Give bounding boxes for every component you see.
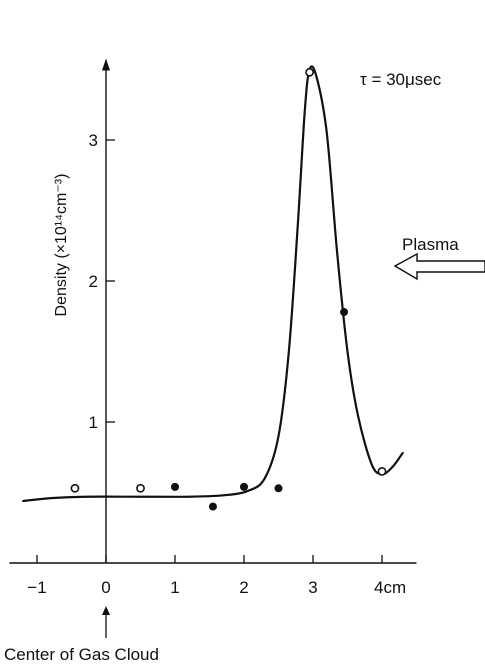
open-data-point xyxy=(305,67,314,77)
tau-annotation: τ = 30μsec xyxy=(360,70,442,89)
y-axis-arrow-icon xyxy=(102,58,110,71)
x-tick-label: −1 xyxy=(27,578,46,597)
plasma-label: Plasma xyxy=(402,235,459,254)
open-data-point xyxy=(136,483,145,493)
center-of-gas-cloud-label: Center of Gas Cloud xyxy=(4,645,159,664)
y-tick-label: 2 xyxy=(89,272,98,291)
open-data-point xyxy=(377,466,387,476)
filled-data-point xyxy=(274,484,283,493)
data-points-layer xyxy=(70,67,387,511)
filled-data-point xyxy=(340,308,349,317)
x-tick-label: 0 xyxy=(101,578,110,597)
x-tick-label: 4cm xyxy=(374,578,406,597)
plasma-arrow-icon xyxy=(393,252,485,281)
y-tick-label: 3 xyxy=(89,131,98,150)
x-tick-label: 3 xyxy=(308,578,317,597)
fitted-curve xyxy=(22,65,404,503)
x-tick-label: 2 xyxy=(239,578,248,597)
filled-data-point xyxy=(240,482,248,491)
y-axis-label: Density (×10¹⁴cm⁻³) xyxy=(53,174,70,317)
fitted-curve-layer xyxy=(22,65,404,503)
filled-data-point xyxy=(208,502,217,511)
axes: −1 0 1 2 3 4cm 1 2 3 xyxy=(9,58,417,597)
open-data-point xyxy=(70,483,80,493)
center-arrow-icon xyxy=(102,606,110,638)
filled-data-point xyxy=(171,482,179,491)
y-tick-label: 1 xyxy=(89,413,98,432)
x-tick-label: 1 xyxy=(170,578,179,597)
